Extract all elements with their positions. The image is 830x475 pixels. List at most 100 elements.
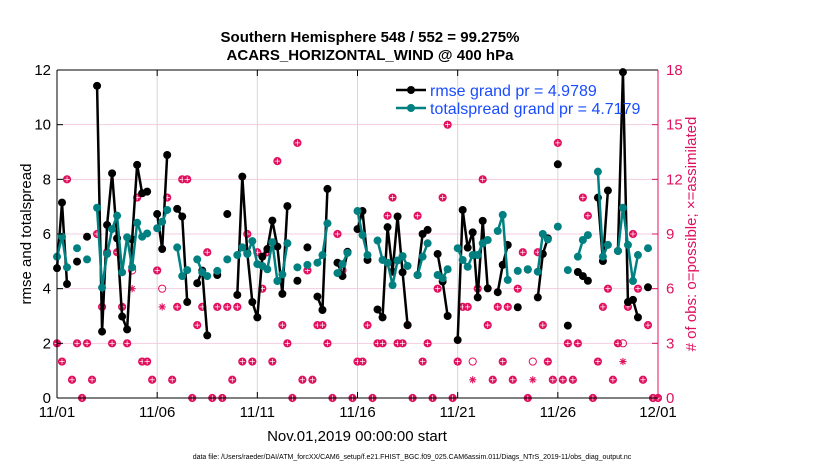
rmse-point [378,313,387,322]
totalspread-point [83,255,92,264]
rmse-point [278,289,287,298]
rmse-line-segment [276,246,284,294]
y-tick-label-right: 0 [666,390,674,407]
totalspread-line-segment [391,260,399,286]
rmse-line-segment [321,188,329,311]
rmse-line-segment [456,209,464,341]
rmse-line-segment [386,227,394,272]
totalspread-point [293,263,302,272]
totalspread-point [583,231,592,240]
totalspread-point [73,244,82,253]
totalspread-point [578,236,587,245]
totalspread-point [133,218,142,227]
totalspread-line-segment [266,241,274,270]
assimilated-obs-marker [469,376,477,384]
x-tick-label: 11/26 [540,404,576,421]
y-tick-label-right: 9 [666,226,674,243]
totalspread-point [223,255,232,264]
grid [57,70,658,398]
totalspread-point [443,265,452,274]
totalspread-point [493,226,502,235]
y-tick-label-right: 15 [666,117,683,134]
x-tick-label: 11/06 [139,404,175,421]
rmse-line-segment [271,220,279,247]
assimilated-obs-marker [529,376,537,384]
totalspread-line-segment [501,214,509,281]
y-tick-label-right: 3 [666,335,674,352]
rmse-point [618,68,627,77]
rmse-point [493,288,502,297]
totalspread-point [643,244,652,253]
totalspread-point [173,243,182,252]
possible-obs-marker [468,357,477,366]
totalspread-line-segment [621,207,630,246]
totalspread-line-segment [115,215,124,273]
totalspread-point [318,251,327,260]
rmse-point [563,321,572,330]
rmse-point [478,216,487,225]
rmse-point [203,331,212,340]
totalspread-point [118,268,127,277]
rmse-point [483,284,492,293]
possible-obs-marker [528,357,537,366]
totalspread-point [213,266,222,275]
totalspread-point [403,261,412,270]
rmse-point [183,298,192,307]
y-tick-label-right: 6 [666,281,674,298]
x-tick-label: 11/16 [339,404,375,421]
rmse-point [383,223,392,232]
totalspread-point [233,251,242,260]
rmse-point [173,204,182,213]
chart-title-line-2: ACARS_HORIZONTAL_WIND @ 400 hPa [227,47,515,64]
rmse-point [603,186,612,195]
rmse-point [453,336,462,345]
totalspread-point [618,203,627,212]
totalspread-point [268,238,277,247]
rmse-line-segment [160,154,169,250]
rmse-line-segment [441,281,449,317]
totalspread-point [453,244,462,253]
rmse-point [58,198,67,207]
y-tick-label-left: 8 [43,171,51,188]
totalspread-point [63,263,72,272]
totalspread-point [353,207,362,216]
totalspread-line-segment [631,254,640,282]
rmse-point [628,295,637,304]
totalspread-line-segment [60,236,69,268]
rmse-line-segment [481,220,489,289]
totalspread-point [263,265,272,274]
y-tick-label-right: 12 [666,171,683,188]
rmse-point [398,268,407,277]
x-tick-label: 11/11 [240,404,275,421]
y-tick-label-left: 6 [43,226,51,243]
rmse-line-segment [536,253,545,298]
totalspread-line-segment [596,171,605,257]
rmse-line-segment [281,206,289,294]
legend-label-0: rmse grand pr = 4.9789 [430,83,597,100]
rmse-point [323,184,332,193]
totalspread-point [498,210,507,219]
rmse-point [178,212,187,221]
rmse-line-segment [236,176,244,296]
totalspread-point [363,251,372,260]
totalspread-point [388,281,397,290]
rmse-point [313,292,322,301]
totalspread-point [158,217,167,226]
totalspread-point [238,243,247,252]
totalspread-point [203,272,212,281]
totalspread-point [533,267,542,276]
rmse-line-segment [601,190,610,262]
totalspread-point [628,277,637,286]
y-tick-label-left: 10 [34,117,51,134]
totalspread-point [483,236,492,245]
x-tick-label: 12/01 [639,404,677,421]
assimilated-obs-marker [158,303,166,311]
rmse-point [258,252,267,261]
rmse-point [73,257,82,266]
assimilated-obs-marker [619,357,627,366]
totalspread-line-segment [281,243,289,275]
totalspread-point [248,237,257,246]
totalspread-point [438,274,447,283]
rmse-point [373,305,382,314]
rmse-line-segment [125,239,134,330]
